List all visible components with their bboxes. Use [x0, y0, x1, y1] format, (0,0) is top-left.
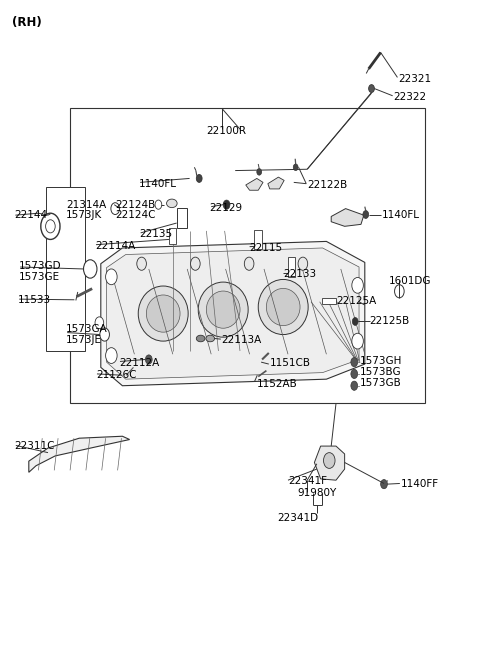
Ellipse shape: [146, 295, 180, 332]
Text: 1140FF: 1140FF: [401, 479, 439, 489]
Circle shape: [106, 348, 117, 363]
Text: 1573GD: 1573GD: [19, 261, 62, 272]
Circle shape: [95, 317, 104, 329]
Text: 22122B: 22122B: [307, 180, 348, 190]
Ellipse shape: [266, 289, 300, 325]
Text: 22112A: 22112A: [119, 358, 159, 368]
Circle shape: [395, 285, 404, 298]
Polygon shape: [314, 446, 345, 480]
Circle shape: [191, 257, 200, 270]
Text: 1152AB: 1152AB: [257, 379, 298, 389]
Bar: [254, 230, 262, 249]
Bar: [177, 208, 187, 228]
Circle shape: [324, 453, 335, 468]
Text: 22124B: 22124B: [115, 199, 156, 210]
Text: 22124C: 22124C: [115, 210, 156, 220]
Text: 22133: 22133: [283, 268, 316, 279]
Circle shape: [84, 260, 97, 278]
Polygon shape: [268, 177, 284, 189]
Polygon shape: [29, 436, 130, 472]
Circle shape: [293, 164, 298, 171]
Circle shape: [100, 328, 109, 341]
Text: 22321: 22321: [398, 73, 432, 84]
Text: 1573GB: 1573GB: [360, 378, 402, 388]
Text: 22341F: 22341F: [288, 476, 327, 486]
Circle shape: [257, 169, 262, 175]
Circle shape: [381, 480, 387, 489]
Circle shape: [223, 200, 230, 209]
Text: (RH): (RH): [12, 16, 42, 30]
Text: 1573BG: 1573BG: [360, 367, 402, 377]
Text: 21126C: 21126C: [96, 370, 136, 380]
Text: 22113A: 22113A: [221, 335, 261, 345]
Bar: [70, 108, 425, 403]
Text: 1573GH: 1573GH: [360, 356, 402, 366]
Text: 22322: 22322: [394, 92, 427, 102]
Text: 22125A: 22125A: [336, 296, 376, 306]
Circle shape: [351, 369, 358, 379]
Text: 22129: 22129: [209, 203, 242, 213]
Polygon shape: [246, 178, 263, 190]
Ellipse shape: [167, 199, 177, 207]
Circle shape: [352, 318, 358, 325]
Text: 22114A: 22114A: [95, 241, 135, 251]
Ellipse shape: [258, 279, 308, 335]
Text: 1573JE: 1573JE: [66, 335, 102, 345]
Text: 91980Y: 91980Y: [298, 488, 337, 499]
Bar: [46, 187, 85, 351]
Ellipse shape: [196, 335, 205, 342]
Polygon shape: [101, 241, 365, 386]
Circle shape: [352, 333, 363, 349]
Text: 1573JK: 1573JK: [66, 210, 103, 220]
Text: 1151CB: 1151CB: [270, 358, 311, 368]
Text: 1573GE: 1573GE: [19, 272, 60, 282]
Circle shape: [111, 203, 120, 215]
Circle shape: [106, 269, 117, 285]
Circle shape: [351, 358, 358, 367]
Polygon shape: [331, 209, 364, 226]
Text: 21314A: 21314A: [66, 199, 107, 210]
Circle shape: [244, 257, 254, 270]
Ellipse shape: [138, 286, 188, 341]
Text: 1573GA: 1573GA: [66, 324, 108, 335]
Circle shape: [363, 211, 369, 218]
Text: 11533: 11533: [18, 295, 51, 305]
Circle shape: [369, 85, 374, 92]
Polygon shape: [107, 248, 359, 379]
Text: 22115: 22115: [250, 243, 283, 253]
Bar: [322, 298, 336, 304]
Circle shape: [137, 257, 146, 270]
Text: 1140FL: 1140FL: [382, 210, 420, 220]
Text: 1601DG: 1601DG: [389, 276, 432, 286]
Bar: [288, 257, 295, 277]
Text: 22311C: 22311C: [14, 441, 55, 451]
Circle shape: [155, 200, 162, 209]
Ellipse shape: [206, 335, 215, 342]
Text: 22100R: 22100R: [206, 126, 246, 136]
Ellipse shape: [198, 282, 248, 337]
Circle shape: [351, 381, 358, 390]
Circle shape: [196, 174, 202, 182]
Circle shape: [145, 355, 152, 364]
Circle shape: [352, 277, 363, 293]
Text: 22135: 22135: [139, 229, 172, 239]
Ellipse shape: [206, 291, 240, 328]
Text: 22144: 22144: [14, 210, 48, 220]
Text: 1140FL: 1140FL: [139, 178, 177, 189]
Text: 22341D: 22341D: [277, 513, 318, 523]
Circle shape: [46, 220, 55, 233]
Circle shape: [41, 213, 60, 239]
Bar: [169, 228, 176, 244]
Circle shape: [298, 257, 308, 270]
Text: 22125B: 22125B: [370, 316, 410, 327]
